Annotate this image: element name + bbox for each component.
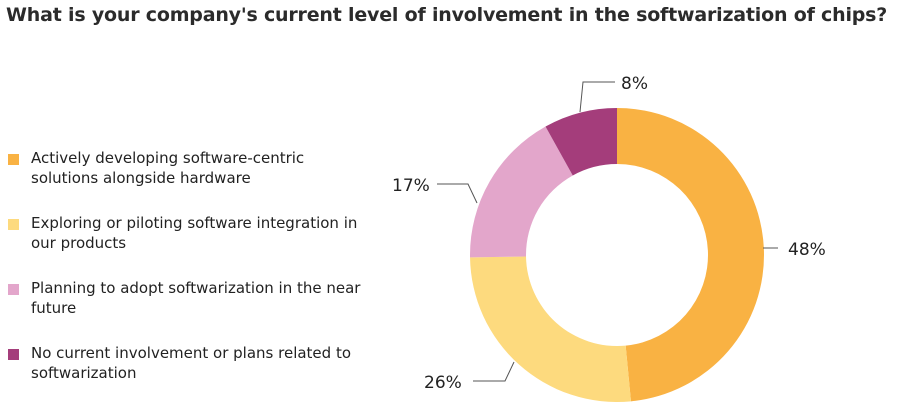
donut-slice — [470, 256, 631, 402]
chart-title: What is your company's current level of … — [6, 4, 888, 26]
legend-item: Exploring or piloting software integrati… — [8, 213, 368, 278]
legend-item: Actively developing software-centric sol… — [8, 148, 368, 213]
leader-line — [473, 361, 515, 382]
donut-slice — [470, 126, 573, 258]
data-label: 8% — [621, 74, 648, 94]
legend-swatch — [8, 154, 19, 165]
legend-label: Actively developing software-centric sol… — [31, 149, 305, 187]
leader-line — [437, 183, 478, 204]
legend-swatch — [8, 284, 19, 295]
legend-item: No current involvement or plans related … — [8, 343, 368, 408]
legend-swatch — [8, 219, 19, 230]
legend-swatch — [8, 349, 19, 360]
data-label: 26% — [424, 373, 462, 393]
legend-label: No current involvement or plans related … — [31, 344, 352, 382]
leader-line — [579, 81, 615, 113]
legend-label: Exploring or piloting software integrati… — [31, 214, 358, 252]
legend: Actively developing software-centric sol… — [8, 148, 368, 408]
data-label: 48% — [788, 240, 826, 260]
donut-slice — [545, 108, 617, 176]
legend-item: Planning to adopt softwarization in the … — [8, 278, 368, 343]
data-label: 17% — [392, 176, 430, 196]
legend-label: Planning to adopt softwarization in the … — [31, 279, 361, 317]
donut-slice — [617, 108, 764, 402]
